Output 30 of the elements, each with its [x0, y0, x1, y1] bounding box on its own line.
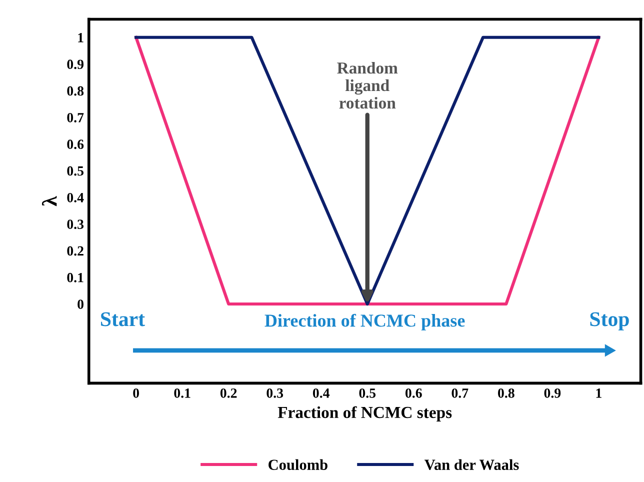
annotation: Stop — [590, 312, 629, 330]
x-tick-label: 0.4 — [312, 388, 330, 398]
y-tick-label: 0.3 — [67, 220, 84, 230]
x-tick-label: 0 — [133, 388, 139, 398]
y-axis-title: λ — [42, 196, 57, 206]
x-tick-label: 1 — [596, 388, 602, 398]
x-tick-label: 0.6 — [405, 388, 422, 398]
y-tick-label: 1 — [78, 33, 84, 42]
annotation: Start — [101, 312, 145, 326]
x-tick-label: 0.7 — [452, 388, 468, 398]
x-tick-label: 0.2 — [220, 388, 237, 398]
y-tick-label: 0.6 — [67, 140, 84, 150]
y-tick-label: 0.5 — [67, 166, 84, 176]
legend-label: Van der Waals — [424, 459, 519, 470]
y-tick-label: 0.1 — [67, 272, 84, 282]
y-tick-label: 0.9 — [67, 60, 84, 70]
x-tick-label: 0.5 — [359, 388, 376, 398]
y-tick-label: 0.8 — [67, 86, 84, 96]
x-tick-label: 0.9 — [544, 388, 561, 398]
annotation: Direction of NCMC phase — [264, 314, 465, 330]
y-tick-label: 0.4 — [67, 192, 84, 202]
y-tick-label: 0.7 — [67, 112, 84, 122]
x-tick-label: 0.1 — [174, 388, 190, 398]
x-tick-label: 0.8 — [498, 388, 514, 398]
y-tick-label: 0.2 — [67, 246, 84, 256]
annotation: Random ligand rotation — [337, 62, 398, 109]
x-tick-label: 0.3 — [266, 388, 284, 398]
legend-label: Coulomb — [268, 459, 328, 470]
y-tick-label: 0 — [78, 300, 84, 309]
x-axis-title: Fraction of NCMC steps — [278, 406, 452, 422]
